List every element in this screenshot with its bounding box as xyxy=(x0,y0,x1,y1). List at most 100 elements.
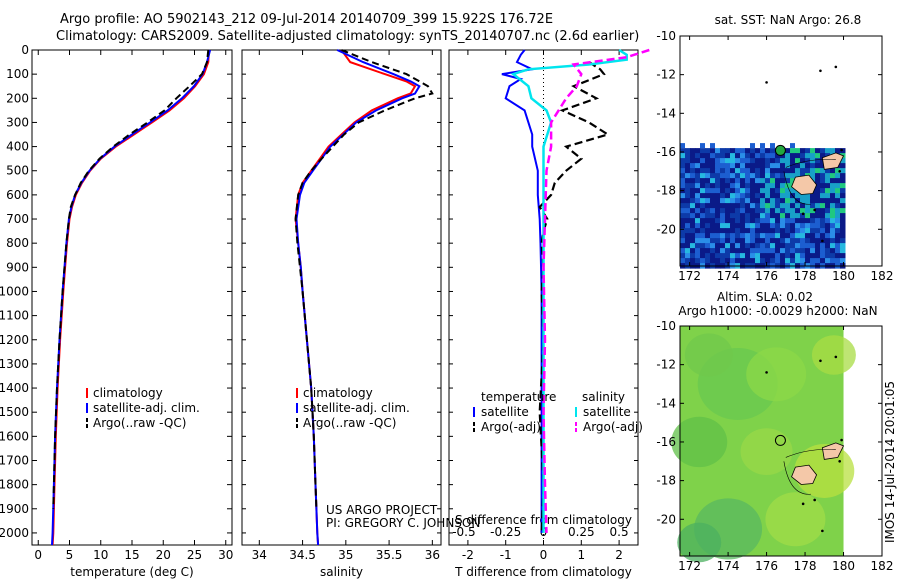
sst-cell xyxy=(820,198,826,204)
sst-cell xyxy=(785,213,791,219)
sst-cell xyxy=(750,178,756,184)
island-dot xyxy=(813,498,816,502)
sst-cell xyxy=(685,163,691,169)
sst-cell xyxy=(700,203,706,209)
sst-cell xyxy=(690,148,696,154)
sst-cell xyxy=(815,183,821,189)
sst-cell xyxy=(765,208,771,214)
sst-cell xyxy=(780,228,786,234)
legend-label-diff: satellite xyxy=(583,405,631,419)
sst-cell xyxy=(795,158,801,164)
sst-cell xyxy=(790,243,796,249)
sst-cell xyxy=(785,253,791,259)
sst-cell xyxy=(710,233,716,239)
sst-cell xyxy=(685,258,691,264)
sst-cell xyxy=(760,218,766,224)
island-dot xyxy=(819,69,822,73)
x-tick-label-temperature: 15 xyxy=(124,548,139,562)
sst-cell xyxy=(705,253,711,259)
series-diff-2 xyxy=(510,48,628,533)
sst-cell xyxy=(815,153,821,159)
y-tick-label: 1500 xyxy=(0,405,29,419)
sst-cell xyxy=(835,258,841,264)
x2-tick-label: -0.5 xyxy=(452,525,475,539)
sst-cell xyxy=(690,183,696,189)
sst-cell xyxy=(770,233,776,239)
sst-cell xyxy=(765,188,771,194)
sst-cell xyxy=(710,223,716,229)
sst-cell xyxy=(775,233,781,239)
sst-cell xyxy=(715,188,721,194)
sst-cell xyxy=(810,253,816,259)
sst-cell xyxy=(740,243,746,249)
island-dot xyxy=(840,438,843,442)
sst-cell xyxy=(820,253,826,259)
sst-cell xyxy=(820,163,826,169)
sst-cell xyxy=(715,153,721,159)
sst-cell xyxy=(825,173,831,179)
sst-cell xyxy=(795,173,801,179)
sst-cell xyxy=(795,228,801,234)
sst-cell xyxy=(795,218,801,224)
sst-cell xyxy=(760,143,765,149)
sst-cell xyxy=(805,198,811,204)
sst-cell xyxy=(840,178,846,184)
sst-cell xyxy=(695,198,701,204)
sst-cell xyxy=(795,248,801,254)
sst-cell xyxy=(810,248,816,254)
sst-cell xyxy=(680,213,686,219)
island-dot xyxy=(813,208,816,212)
sst-cell xyxy=(695,163,701,169)
sst-cell xyxy=(750,258,756,264)
sst-cell xyxy=(780,173,786,179)
series-salinity-satellite xyxy=(295,49,421,546)
map-y-tick-label: -16 xyxy=(656,435,676,449)
sst-cell xyxy=(785,218,791,224)
sst-cell xyxy=(695,233,701,239)
sst-cell xyxy=(755,168,761,174)
sst-cell xyxy=(820,168,826,174)
island-dot xyxy=(765,81,768,84)
sst-cell xyxy=(715,243,721,249)
sst-cell xyxy=(820,173,826,179)
sst-cell xyxy=(765,258,771,264)
sst-cell xyxy=(775,243,781,249)
sst-cell xyxy=(835,218,841,224)
sst-cell xyxy=(770,193,776,199)
map-x-tick-label: 178 xyxy=(794,269,817,283)
sst-cell xyxy=(685,158,691,164)
sst-cell xyxy=(745,193,751,199)
sst-cell xyxy=(735,213,741,219)
sst-cell xyxy=(805,238,811,244)
series-diff-3 xyxy=(542,48,650,533)
sst-cell xyxy=(810,153,816,159)
sst-cell xyxy=(725,153,731,159)
sst-cell xyxy=(695,248,701,254)
sst-cell xyxy=(745,238,751,244)
title-line-1: Argo profile: AO 5902143_212 09-Jul-2014… xyxy=(60,12,554,27)
sst-cell xyxy=(740,188,746,194)
sst-cell xyxy=(705,203,711,209)
sst-cell xyxy=(685,193,691,199)
sst-cell xyxy=(810,163,816,169)
sst-cell xyxy=(690,173,696,179)
sst-cell xyxy=(705,183,711,189)
sst-cell xyxy=(715,258,721,264)
sst-cell xyxy=(695,203,701,209)
sst-cell xyxy=(805,243,811,249)
sst-cell xyxy=(840,253,846,259)
sst-cell xyxy=(830,173,836,179)
sst-cell xyxy=(800,243,806,249)
sst-cell xyxy=(690,238,696,244)
sst-cell xyxy=(800,158,806,164)
sst-cell xyxy=(780,248,786,254)
sst-cell xyxy=(690,213,696,219)
sst-cell xyxy=(695,173,701,179)
island-dot xyxy=(821,239,824,243)
sst-cell xyxy=(775,258,781,264)
sst-cell xyxy=(805,148,811,154)
sst-cell xyxy=(780,163,786,169)
sst-cell xyxy=(765,193,771,199)
sst-cell xyxy=(745,183,751,189)
sst-cell xyxy=(835,148,841,154)
